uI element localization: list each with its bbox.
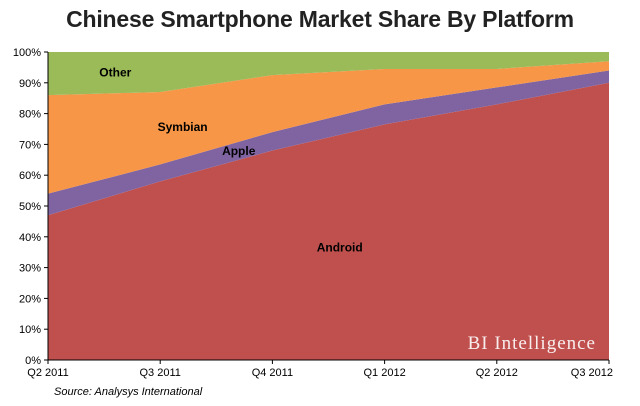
x-tick-label: Q2 2011 — [27, 367, 68, 379]
series-labels: Android Apple Symbian Other — [99, 66, 362, 255]
stacked-areas — [48, 52, 609, 361]
area-other — [48, 52, 609, 96]
series-label-apple: Apple — [222, 144, 256, 158]
y-tick-label: 20% — [19, 293, 41, 305]
y-tick-label: 100% — [13, 47, 41, 59]
area-android — [48, 82, 609, 361]
series-label-android: Android — [317, 240, 363, 254]
x-tick-label: Q3 2011 — [140, 367, 181, 379]
area-apple — [48, 70, 609, 216]
y-tick-label: 0% — [25, 355, 41, 367]
series-label-symbian: Symbian — [158, 120, 208, 134]
x-axis-ticks: Q2 2011 Q3 2011 Q4 2011 Q1 2012 Q2 2012 Q3 20… — [27, 360, 613, 379]
y-tick-label: 70% — [19, 139, 41, 151]
bi-intelligence-watermark: BI Intelligence — [468, 333, 596, 354]
y-tick-label: 80% — [19, 109, 41, 121]
y-tick-label: 60% — [19, 170, 41, 182]
y-tick-label: 10% — [19, 324, 41, 336]
y-axis-ticks: 0% 10% 20% 30% 40% 50% 60% 70% 80% 90% 100% — [13, 47, 48, 367]
area-symbian — [48, 61, 609, 194]
y-tick-label: 90% — [19, 78, 41, 90]
chart-title: Chinese Smartphone Market Share By Platf… — [66, 6, 574, 32]
x-tick-label: Q4 2011 — [252, 367, 293, 379]
x-tick-label: Q2 2012 — [476, 367, 518, 379]
x-tick-label: Q1 2012 — [363, 367, 405, 379]
y-tick-label: 40% — [19, 232, 41, 244]
source-note: Source: Analysys International — [54, 386, 203, 398]
x-tick-label: Q3 2012 — [571, 367, 613, 379]
y-tick-label: 50% — [19, 201, 41, 213]
y-tick-label: 30% — [19, 263, 41, 275]
series-label-other: Other — [99, 66, 131, 80]
